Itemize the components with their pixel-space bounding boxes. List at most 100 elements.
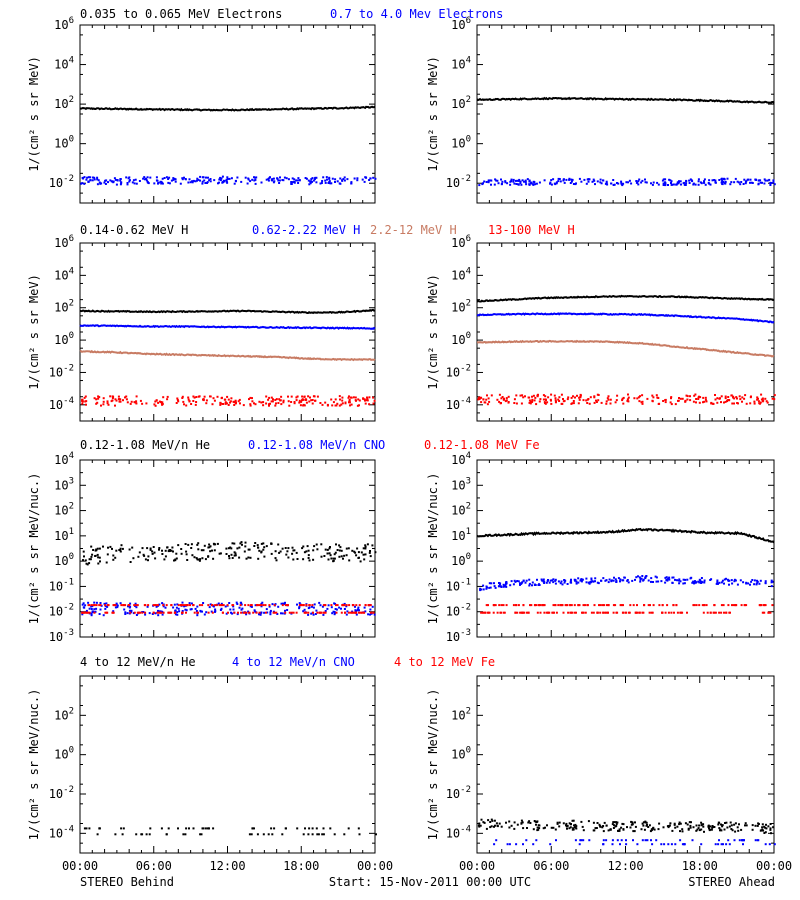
data-point — [707, 182, 710, 184]
data-point — [313, 545, 316, 548]
data-point — [554, 578, 557, 581]
data-point — [764, 397, 767, 400]
data-point — [595, 399, 597, 402]
data-point — [494, 586, 497, 589]
data-point — [767, 825, 770, 828]
y-tick-label: 100 — [451, 331, 471, 347]
data-point — [88, 604, 91, 607]
data-point — [119, 178, 122, 180]
data-point — [587, 178, 590, 181]
data-point — [577, 577, 580, 580]
data-point — [268, 605, 271, 608]
data-point — [211, 604, 213, 607]
data-point — [110, 180, 113, 183]
data-point — [360, 611, 363, 614]
data-point — [637, 575, 639, 578]
data-point — [519, 583, 521, 586]
data-point — [136, 611, 139, 614]
data-point — [102, 614, 105, 617]
data-point — [478, 822, 481, 825]
y-tick-label: 10-2 — [49, 363, 74, 379]
data-point — [358, 604, 361, 607]
data-point — [287, 547, 290, 550]
data-point — [290, 401, 293, 403]
data-point — [297, 182, 300, 184]
data-point — [622, 823, 625, 826]
data-point — [727, 839, 730, 842]
data-point — [769, 184, 772, 186]
data-point — [353, 550, 356, 553]
data-point — [768, 843, 771, 846]
data-point — [116, 604, 119, 607]
legend-entry: 0.035 to 0.065 MeV Electrons — [80, 7, 282, 21]
data-point — [373, 399, 376, 402]
data-point — [112, 604, 115, 607]
data-point — [125, 398, 128, 401]
data-point — [564, 579, 567, 582]
data-point — [525, 183, 528, 186]
data-point — [222, 604, 225, 607]
data-point — [738, 823, 740, 826]
data-point — [239, 402, 241, 405]
data-point — [327, 558, 330, 561]
data-point — [189, 604, 191, 607]
data-point — [190, 608, 193, 611]
data-point — [307, 833, 310, 836]
data-point — [157, 614, 160, 617]
data-point — [141, 547, 144, 550]
y-tick-label: 10-2 — [446, 603, 471, 619]
data-point — [695, 824, 698, 827]
data-point — [697, 180, 700, 183]
data-point — [689, 399, 692, 402]
data-point — [665, 576, 668, 579]
data-point — [227, 398, 230, 401]
data-point — [199, 558, 202, 561]
data-point — [650, 577, 653, 580]
data-point — [316, 548, 319, 551]
data-point — [732, 604, 735, 607]
data-point — [146, 547, 149, 550]
data-point — [697, 183, 700, 186]
data-point — [287, 556, 290, 559]
y-tick-label: 100 — [54, 331, 74, 347]
data-point — [773, 843, 776, 846]
data-point — [307, 395, 310, 398]
data-point — [648, 611, 651, 614]
data-point — [188, 827, 190, 830]
data-point — [695, 401, 697, 404]
data-point — [334, 178, 337, 181]
data-point — [290, 181, 293, 183]
data-point — [680, 183, 682, 186]
data-point — [581, 611, 584, 614]
data-point — [761, 823, 764, 826]
data-point — [559, 180, 562, 183]
data-point — [274, 550, 277, 553]
data-point — [211, 403, 214, 406]
data-point — [212, 397, 215, 400]
data-point — [616, 821, 619, 824]
data-point — [536, 611, 539, 614]
data-point — [102, 545, 104, 548]
data-point — [482, 588, 485, 591]
data-point — [550, 826, 553, 829]
data-point — [683, 181, 686, 184]
data-point — [550, 402, 553, 405]
data-point — [569, 579, 572, 582]
data-point — [664, 398, 667, 401]
data-point — [480, 818, 483, 821]
data-point — [284, 611, 287, 614]
data-point — [553, 394, 556, 397]
data-point — [106, 604, 109, 607]
data-point — [141, 611, 144, 614]
data-point — [665, 579, 668, 581]
data-point — [621, 399, 624, 402]
data-point — [539, 398, 542, 401]
data-point — [741, 839, 743, 842]
data-point — [113, 177, 116, 180]
data-point — [316, 833, 319, 836]
data-point — [194, 180, 197, 183]
data-point — [582, 829, 585, 832]
data-point — [350, 182, 353, 185]
data-point — [538, 604, 541, 607]
data-point — [704, 396, 707, 399]
